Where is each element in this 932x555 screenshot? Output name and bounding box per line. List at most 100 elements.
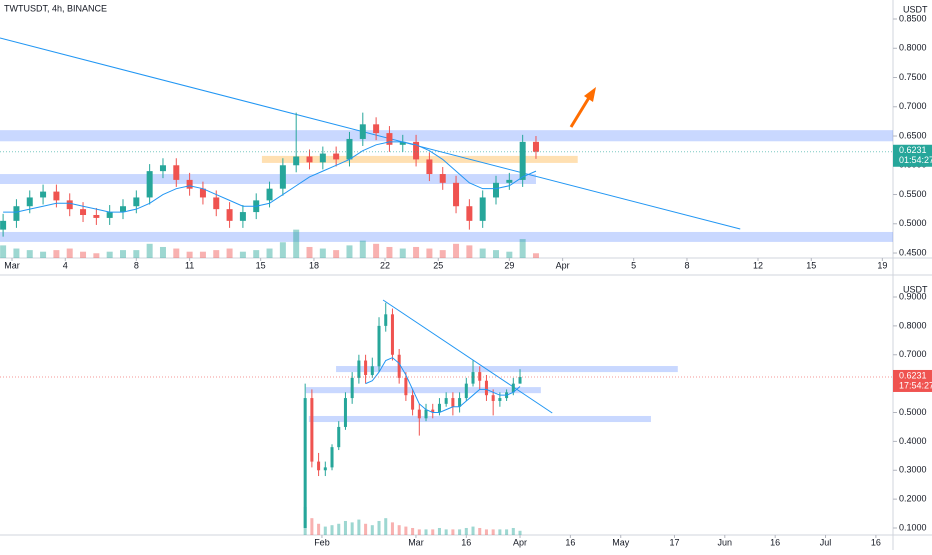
volume-bar <box>13 248 20 258</box>
moving-average <box>3 141 537 213</box>
candle-body <box>444 398 448 404</box>
y-tick-label: 0.5000 <box>899 218 927 228</box>
x-tick-label: 16 <box>871 537 881 547</box>
volume-bar <box>80 251 87 258</box>
candle-body <box>226 209 233 221</box>
volume-bar <box>390 522 394 535</box>
volume-bar <box>213 250 220 258</box>
candle-body <box>346 138 353 160</box>
volume-bar <box>399 248 406 258</box>
candle-body <box>377 325 381 367</box>
candle-body <box>293 156 300 166</box>
volume-bar <box>478 527 482 535</box>
volume-bar <box>133 250 140 258</box>
candle-body <box>310 398 314 462</box>
x-tick-label: 15 <box>256 260 266 270</box>
candle-body <box>337 426 341 448</box>
candle-body <box>439 174 446 183</box>
volume-bar <box>199 251 206 258</box>
volume-bar <box>506 251 513 258</box>
volume-bar <box>120 250 127 258</box>
volume-bar <box>66 248 73 258</box>
volume-bar <box>384 518 388 535</box>
candle-body <box>491 395 495 401</box>
y-tick-label: 0.1000 <box>899 522 927 532</box>
volume-bar <box>26 250 33 258</box>
x-tick-label: 16 <box>461 537 471 547</box>
x-tick-label: Apr <box>513 537 527 547</box>
volume-bar <box>518 530 522 535</box>
candle-body <box>484 380 488 396</box>
volume-bar <box>266 248 273 258</box>
volume-bar <box>493 250 500 258</box>
candle-body <box>146 171 153 198</box>
y-tick-label: 0.8000 <box>899 43 927 53</box>
volume-bar <box>173 248 180 258</box>
volume-bar <box>310 518 314 535</box>
x-tick-label: Mar <box>408 537 424 547</box>
x-tick-label: Apr <box>556 260 570 270</box>
volume-bar <box>458 529 462 535</box>
zone <box>0 231 893 242</box>
zone <box>261 155 578 163</box>
volume-bar <box>370 525 374 535</box>
x-tick-label: 25 <box>433 260 443 270</box>
arrow-shaft <box>569 95 592 128</box>
candle-body <box>186 179 193 189</box>
volume-bar <box>466 245 473 258</box>
candle-body <box>498 398 502 401</box>
candle-body <box>80 209 87 215</box>
zone <box>336 366 678 373</box>
candle-body <box>306 156 313 163</box>
candle-body <box>13 206 20 221</box>
y-tick-label: 0.5000 <box>899 407 927 417</box>
volume-bar <box>397 525 401 535</box>
volume-bar <box>413 246 420 258</box>
volume-bar <box>359 240 366 258</box>
candle-body <box>319 153 326 163</box>
y-tick-label: 0.7000 <box>899 101 927 111</box>
volume-bar <box>453 243 460 258</box>
candle-body <box>93 215 100 218</box>
candle-body <box>390 314 394 355</box>
x-tick-label: 16 <box>565 537 575 547</box>
volume-bar <box>424 529 428 535</box>
axis-label: USDT <box>903 4 928 14</box>
y-tick-label: 0.9000 <box>899 291 927 301</box>
volume-bar <box>319 248 326 258</box>
volume-bar <box>498 529 502 535</box>
volume-bar <box>146 243 153 258</box>
axis-label: USDT <box>903 284 928 294</box>
x-tick-label: Feb <box>314 537 330 547</box>
candle-body <box>417 409 421 419</box>
volume-bar <box>417 529 421 535</box>
volume-bar <box>346 245 353 258</box>
volume-bar <box>186 251 193 258</box>
candle-body <box>26 197 33 207</box>
volume-bar <box>159 246 166 258</box>
candle-body <box>426 159 433 175</box>
candle-body <box>518 376 522 384</box>
candle-body <box>386 133 393 145</box>
volume-bar <box>471 526 475 535</box>
candle-body <box>511 383 515 393</box>
volume-bar <box>306 246 313 258</box>
x-tick-label: 12 <box>753 260 763 270</box>
volume-bar <box>239 251 246 258</box>
last-price-badge <box>893 144 932 167</box>
candle-body <box>106 212 113 218</box>
volume-bar <box>93 253 100 258</box>
candle-body <box>519 141 526 180</box>
candle-body <box>333 153 340 160</box>
volume-bar <box>451 529 455 535</box>
x-tick-label: 17 <box>669 537 679 547</box>
x-tick-label: 11 <box>185 260 194 270</box>
x-tick-label: 22 <box>380 260 390 270</box>
candle-body <box>411 395 415 410</box>
x-tick-label: Mar <box>4 260 20 270</box>
volume-bar <box>53 250 60 258</box>
x-tick-label: Jun <box>718 537 733 547</box>
volume-bar <box>0 245 7 258</box>
countdown: 01:54:27 <box>899 155 932 165</box>
